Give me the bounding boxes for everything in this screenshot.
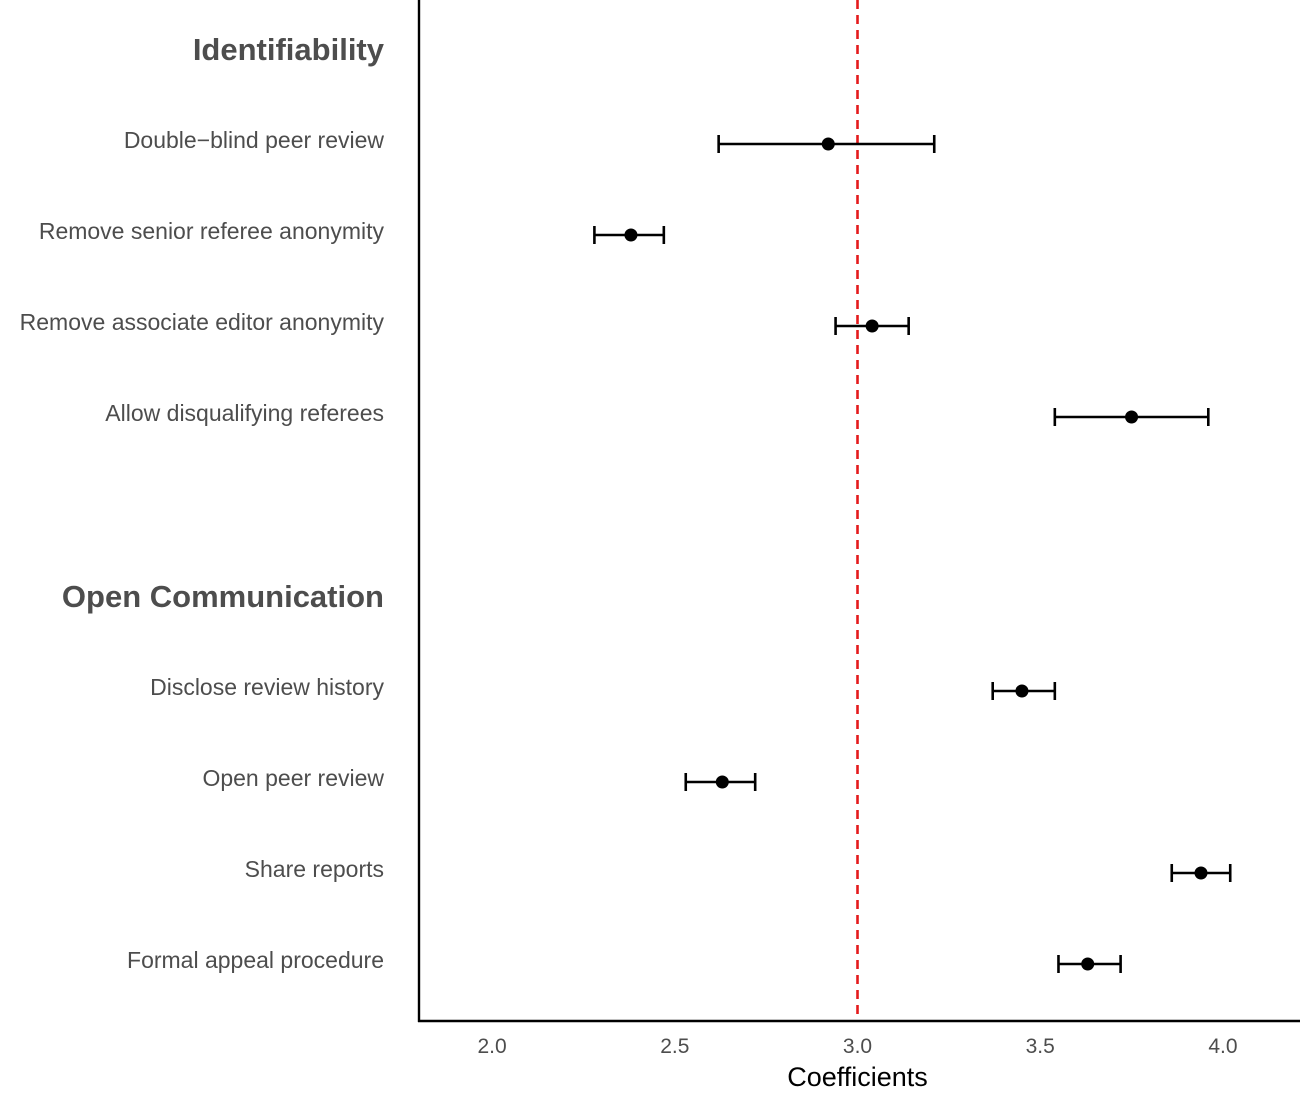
x-axis-title: Coefficients	[787, 1062, 928, 1092]
axes-layer	[417, 0, 1300, 1023]
category-label: Share reports	[245, 856, 384, 882]
x-tick-label: 3.5	[1026, 1035, 1055, 1058]
x-tick-label: 3.0	[843, 1035, 872, 1058]
category-label: Allow disqualifying referees	[105, 400, 384, 426]
estimate-point	[1194, 866, 1208, 880]
x-tick-label: 4.0	[1208, 1035, 1237, 1058]
group-heading: Identifiability	[193, 32, 385, 67]
x-tick-label: 2.5	[660, 1035, 689, 1058]
marks-layer	[593, 135, 1232, 973]
estimate-point	[715, 775, 729, 789]
group-heading: Open Communication	[62, 579, 384, 614]
category-label: Disclose review history	[150, 674, 384, 700]
estimate-point	[1125, 410, 1139, 424]
category-label: Remove senior referee anonymity	[39, 218, 385, 244]
estimate-point	[1081, 957, 1095, 971]
category-label: Double−blind peer review	[124, 127, 385, 153]
category-label: Remove associate editor anonymity	[20, 309, 385, 335]
category-labels-layer: Identifiability Double−blind peer review R…	[20, 32, 385, 973]
estimate-point	[865, 319, 879, 333]
category-label: Formal appeal procedure	[127, 947, 384, 973]
category-label: Open peer review	[202, 765, 384, 791]
x-ticks-layer: 2.0 2.5 3.0 3.5 4.0	[477, 1035, 1237, 1058]
x-tick-label: 2.0	[477, 1035, 506, 1058]
estimate-point	[1015, 684, 1029, 698]
estimate-point	[821, 137, 835, 151]
estimate-point	[624, 228, 638, 242]
